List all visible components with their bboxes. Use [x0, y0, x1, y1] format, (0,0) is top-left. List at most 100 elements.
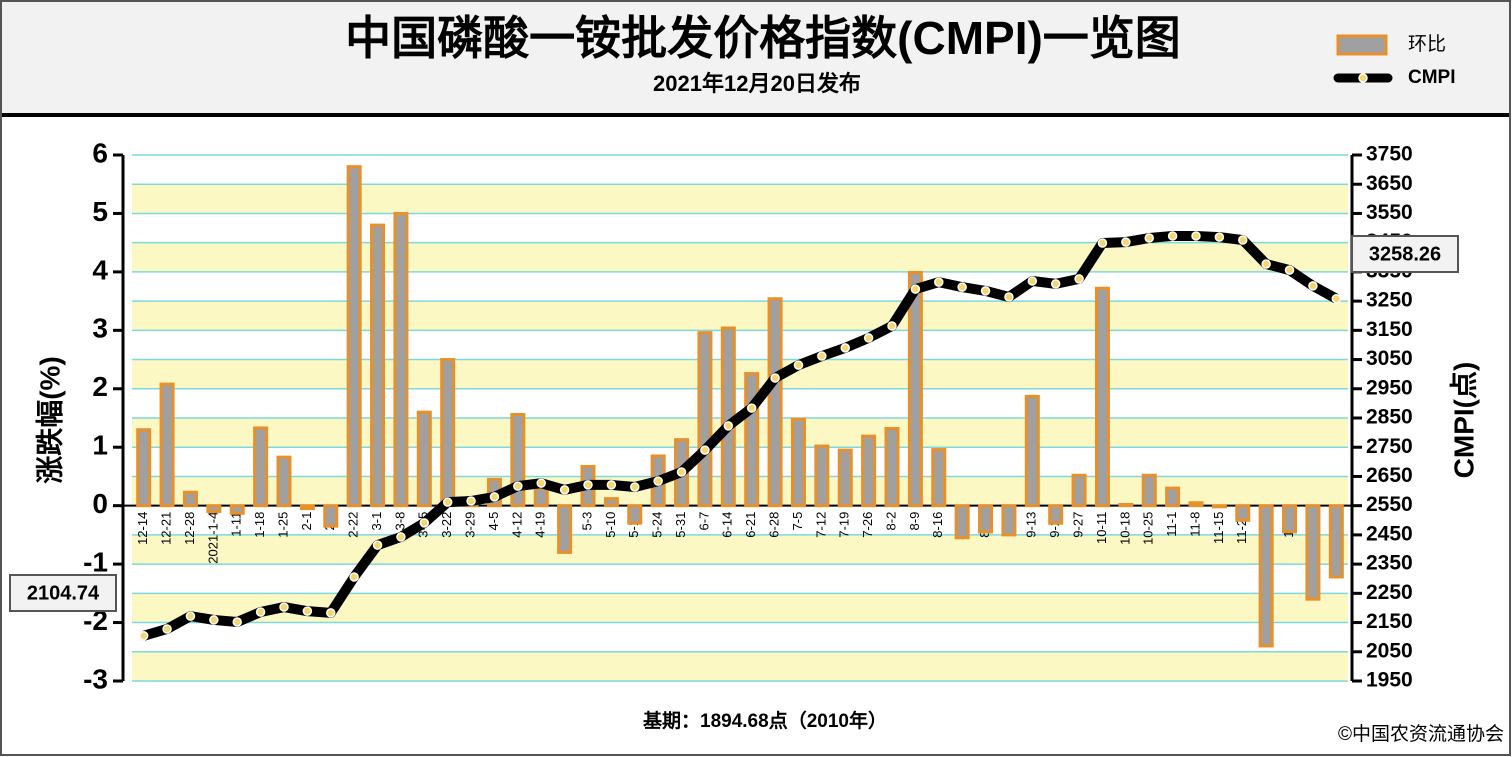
y2-tick-label: 2350 — [1366, 552, 1413, 575]
bar — [1094, 286, 1110, 508]
footnote: 基期：1894.68点（2010年） — [642, 709, 887, 732]
bar — [978, 504, 994, 534]
grid-band — [132, 359, 1348, 389]
line-point — [1308, 281, 1318, 291]
y-tick-label: 0 — [92, 488, 108, 519]
grid-band — [132, 534, 1348, 565]
x-tick-label: 1-25 — [275, 512, 290, 538]
line-point — [138, 631, 149, 641]
bar — [1328, 504, 1344, 579]
line-point — [1027, 276, 1038, 286]
bar — [907, 270, 923, 508]
y-tick-label: 3 — [92, 313, 108, 344]
line-point — [653, 476, 663, 486]
line-point — [863, 333, 874, 343]
grid-band — [132, 330, 1348, 360]
y2-tick-label: 3050 — [1366, 347, 1413, 370]
line-point — [1167, 231, 1178, 241]
x-tick-label: 9-27 — [1071, 512, 1086, 538]
grid-band — [132, 155, 1348, 185]
x-tick-label: 7-5 — [790, 512, 805, 531]
x-tick-label: 7-12 — [813, 512, 828, 538]
x-tick-label: 5-3 — [579, 512, 594, 531]
line-point — [466, 496, 476, 506]
y2-tick-label: 3250 — [1366, 289, 1413, 312]
line-point — [1331, 293, 1342, 304]
line-point — [279, 602, 289, 612]
line-point — [419, 518, 430, 528]
bar — [884, 427, 900, 508]
bar — [627, 504, 643, 525]
legend-label: CMPI — [1408, 67, 1456, 88]
line-point — [326, 608, 336, 618]
y-tick-label: 1 — [92, 430, 108, 461]
line-point — [817, 351, 827, 361]
x-tick-label: 3-8 — [392, 512, 407, 531]
bar — [557, 504, 573, 554]
bar — [1001, 504, 1017, 537]
x-tick-label: 10-18 — [1117, 512, 1132, 545]
x-tick-label: 8-9 — [907, 512, 922, 531]
line-point — [536, 478, 546, 488]
line-point — [559, 485, 570, 495]
bar — [1305, 504, 1321, 601]
x-tick-label: 2-1 — [299, 512, 314, 531]
bar — [814, 444, 830, 508]
bar — [346, 165, 362, 508]
x-tick-label: 3-1 — [369, 512, 384, 531]
grid-band — [132, 651, 1348, 681]
line-point — [1261, 259, 1271, 269]
x-tick-label: 1-11 — [229, 512, 244, 537]
bar — [1024, 394, 1040, 508]
bar — [229, 504, 245, 515]
y-axis-label: 涨跌幅(%) — [34, 356, 65, 484]
y2-tick-label: 2550 — [1366, 493, 1413, 516]
y-tick-label: -3 — [83, 663, 108, 694]
value-label-box — [9, 574, 117, 612]
bar — [416, 410, 432, 508]
line — [142, 230, 1339, 641]
x-tick-label: 9-13 — [1024, 512, 1039, 538]
x-tick-label: 6-7 — [696, 512, 711, 531]
line-point — [302, 606, 313, 616]
line-point — [185, 611, 196, 621]
grid-band — [132, 564, 1348, 594]
bar — [159, 382, 175, 508]
x-tick-label: 12-21 — [159, 512, 174, 545]
bar — [1165, 486, 1181, 508]
value-label: 3258.26 — [1369, 243, 1441, 265]
y2-tick-label: 3550 — [1366, 201, 1413, 224]
y2-tick-label: 1950 — [1366, 669, 1413, 692]
grid-band — [132, 301, 1348, 331]
x-tick-label: 2-22 — [346, 512, 361, 538]
line-point — [934, 277, 944, 287]
value-label: 2104.74 — [27, 582, 100, 604]
x-tick-label: 4-19 — [533, 512, 548, 538]
value-label-box — [1351, 235, 1459, 273]
bar — [1188, 501, 1204, 508]
line-point — [396, 532, 406, 542]
y-tick-label: 6 — [92, 137, 108, 168]
x-tick-label: 5-10 — [603, 512, 618, 538]
bar — [440, 358, 456, 508]
grid-band — [132, 447, 1348, 477]
x-tick-label: 12-28 — [182, 512, 197, 545]
bar — [1071, 473, 1087, 508]
x-tick-label: 3-29 — [463, 512, 478, 538]
y2-tick-label: 3750 — [1366, 143, 1413, 166]
bar — [182, 490, 198, 508]
line-point — [1284, 265, 1295, 275]
chart-subtitle: 2021年12月20日发布 — [653, 71, 861, 96]
bar — [861, 434, 877, 508]
x-tick-label: 1-18 — [252, 512, 267, 538]
line-point — [232, 617, 242, 627]
line-point — [723, 421, 734, 431]
bar — [1282, 504, 1298, 534]
line-point — [372, 540, 383, 550]
y2-tick-label: 2650 — [1366, 464, 1413, 487]
x-tick-label: 6-14 — [720, 512, 735, 538]
x-tick-label: 6-28 — [767, 512, 782, 538]
x-tick-label: 11-15 — [1211, 512, 1226, 544]
bar — [767, 297, 783, 508]
bar — [323, 504, 339, 528]
